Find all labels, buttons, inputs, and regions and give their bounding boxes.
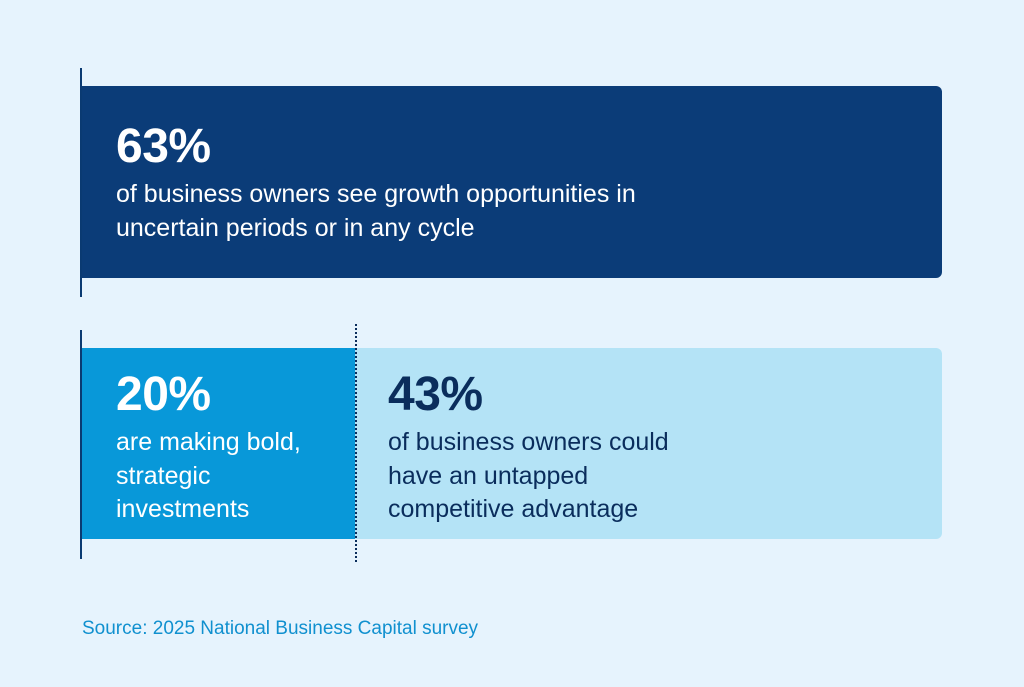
stat-63-value: 63% [116, 120, 211, 173]
stat-43-description: of business owners could have an untappe… [388, 428, 669, 523]
source-note: Source: 2025 National Business Capital s… [82, 618, 479, 639]
stat-63-description: of business owners see growth opportunit… [116, 180, 636, 242]
segment-divider [355, 324, 357, 562]
bar-63-percent: 63% of business owners see growth opport… [82, 86, 942, 278]
bar-43-percent: 43% of business owners could have an unt… [355, 348, 942, 539]
bar-20-percent: 20% are making bold, strategic investmen… [82, 348, 355, 539]
axis-line-top [80, 68, 82, 297]
stat-20-description: are making bold, strategic investments [116, 428, 301, 523]
axis-line-bottom [80, 330, 82, 559]
stat-20-value: 20% [116, 368, 211, 421]
stat-43-value: 43% [388, 368, 483, 421]
